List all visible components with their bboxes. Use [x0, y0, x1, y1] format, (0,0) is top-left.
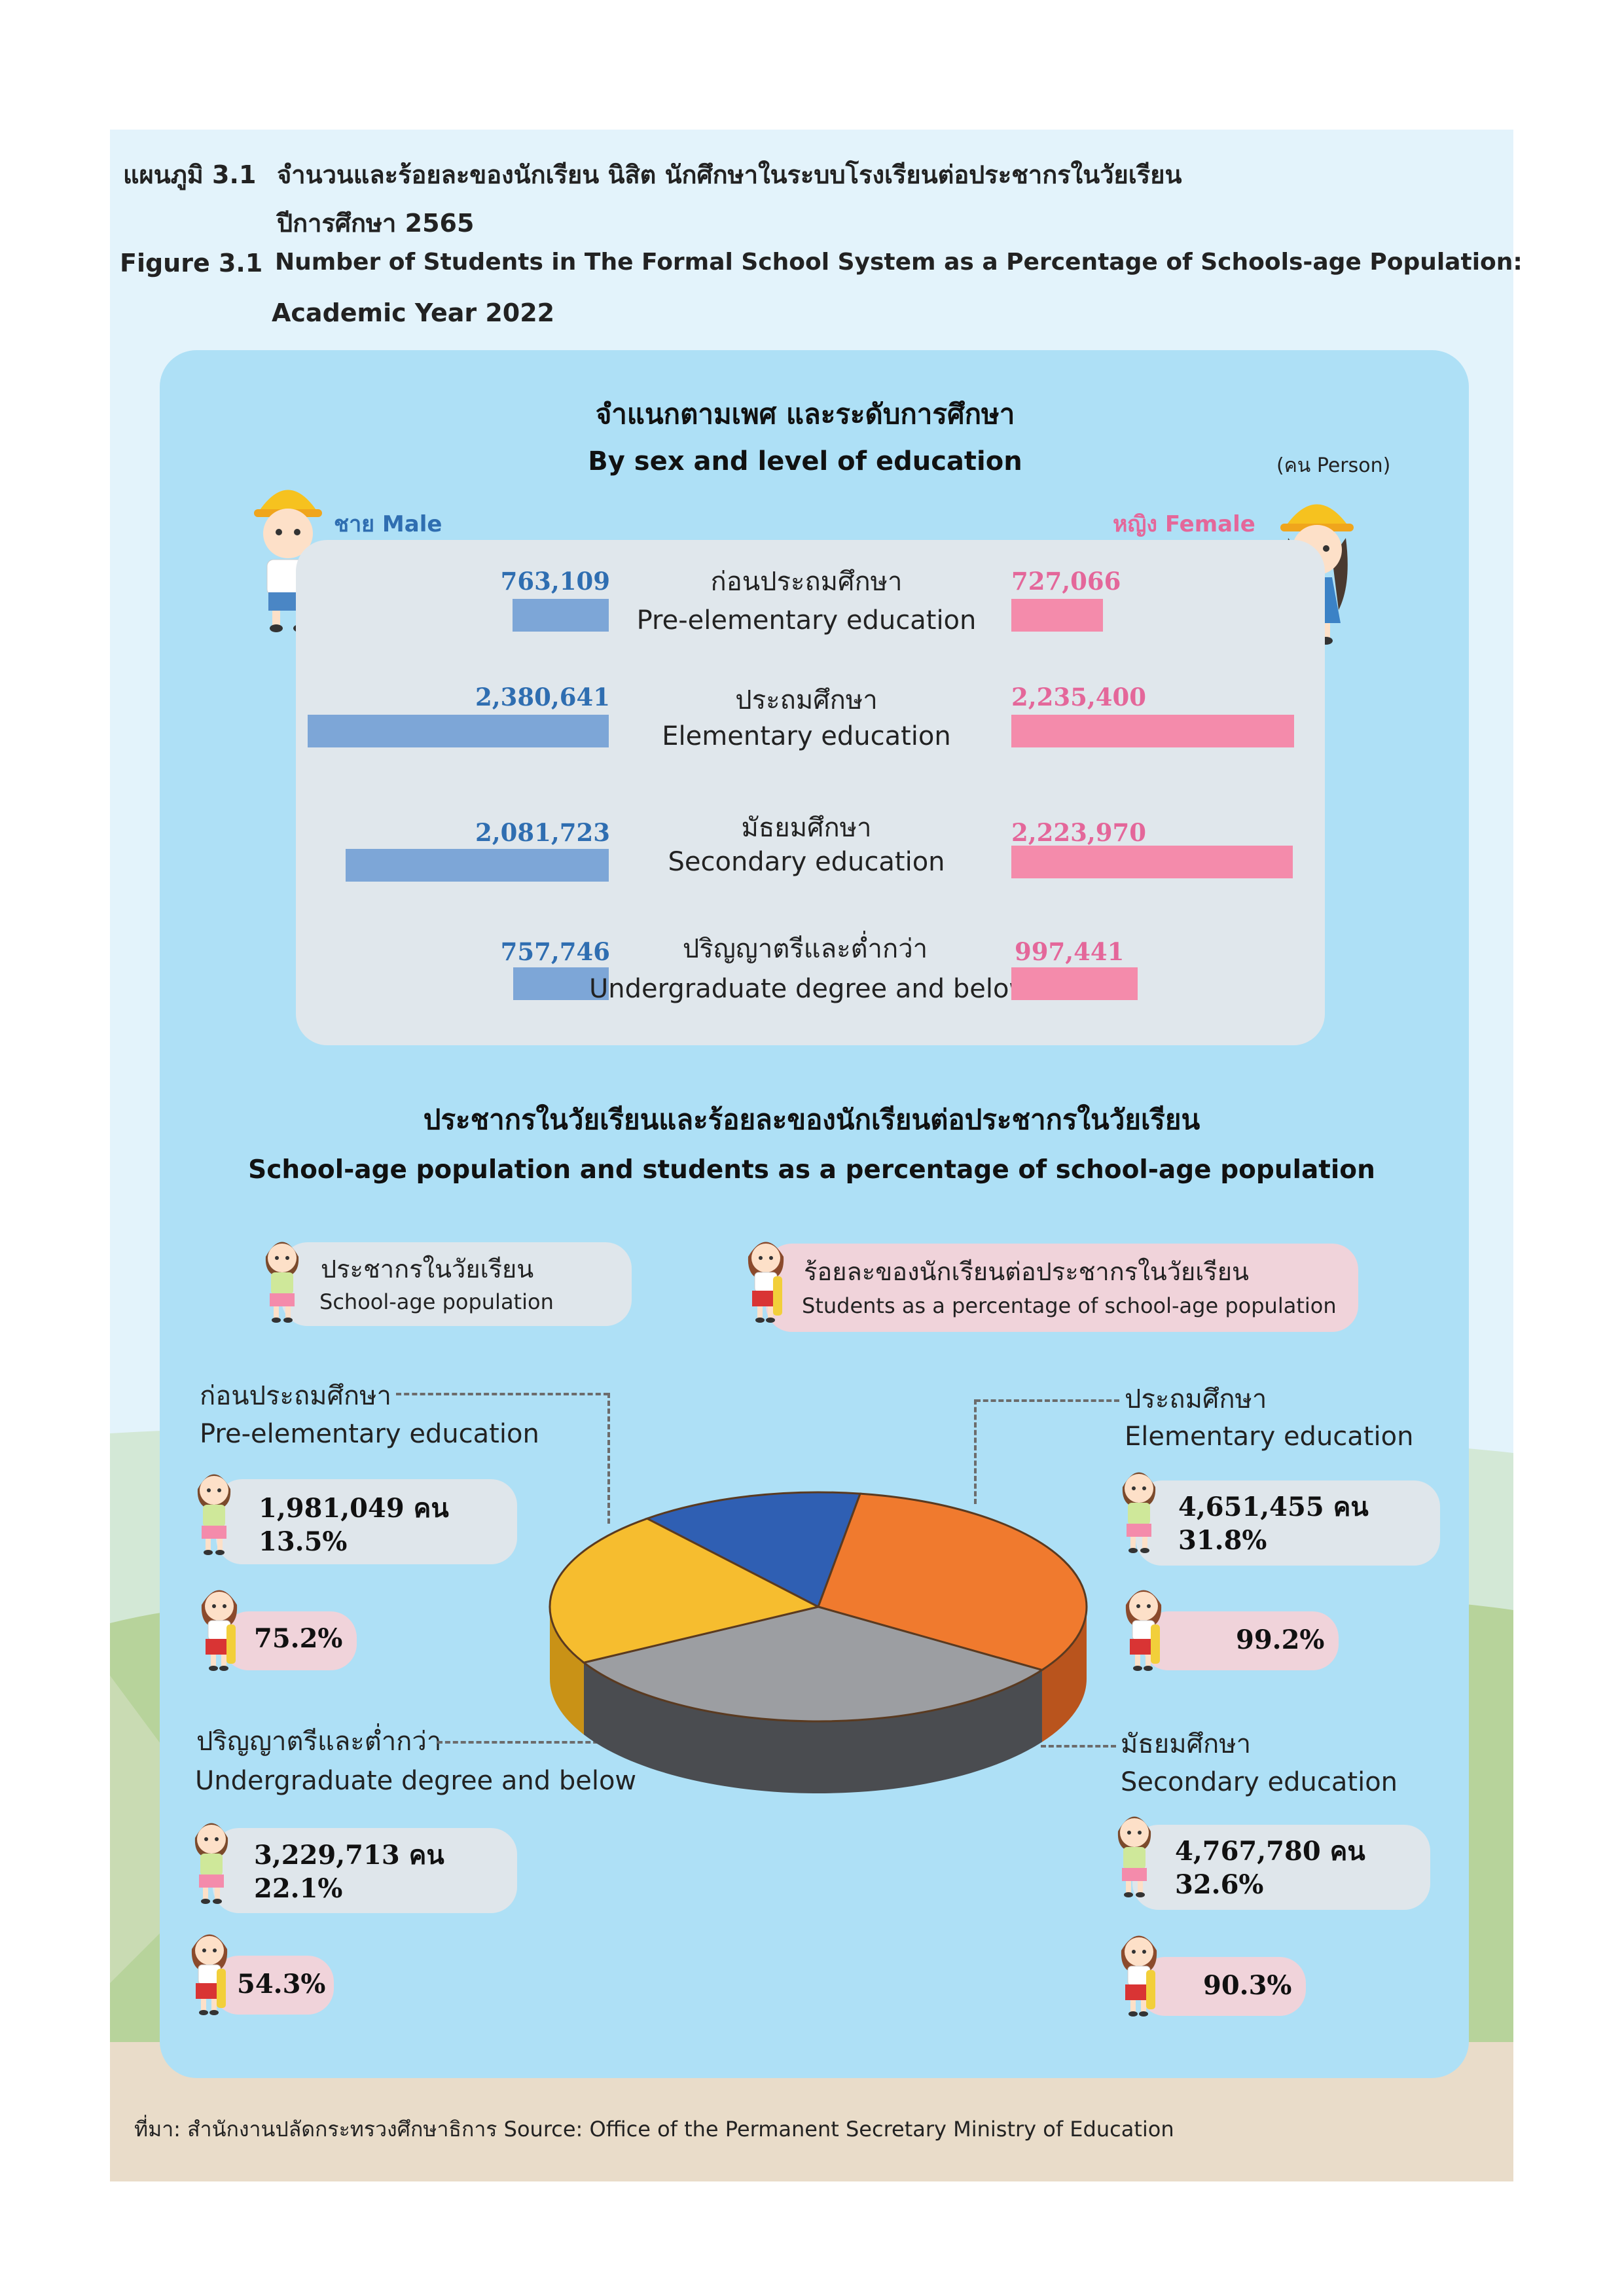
female-bar-pre	[1011, 599, 1103, 632]
student-green-icon	[1122, 1472, 1156, 1553]
header-en-title: Number of Students in The Formal School …	[275, 249, 1523, 276]
female-value-ele: 2,235,400	[1011, 683, 1146, 711]
legend-percentage-th: ร้อยละของนักเรียนต่อประชากรในวัยเรียน	[804, 1257, 1249, 1286]
level-en-sec: Secondary education	[668, 847, 945, 877]
female-label: หญิง Female	[1113, 511, 1255, 537]
header-th-title: จำนวนและร้อยละของนักเรียน นิสิต นักศึกษา…	[277, 160, 1182, 189]
student-red-icon	[201, 1590, 238, 1672]
header-th-prefix: แผนภูมิ 3.1	[123, 160, 257, 189]
male-bar-pre	[513, 599, 609, 632]
section2-title-en: School-age population and students as a …	[248, 1155, 1375, 1185]
pop-pill-pre	[216, 1479, 517, 1564]
pie-side-und	[550, 1607, 584, 1735]
pie-label-en-pre: Pre-elementary education	[200, 1419, 539, 1449]
level-th-ele: ประถมศึกษา	[735, 685, 878, 715]
unit-label: (คน Person)	[1276, 454, 1391, 477]
student-red-icon	[1121, 1935, 1157, 2017]
male-label: ชาย Male	[334, 511, 442, 537]
male-value-pre: 763,109	[500, 567, 610, 596]
leader-line-ele-v	[974, 1399, 977, 1504]
bar-chart-panel	[296, 540, 1325, 1045]
share-value-und: 22.1%	[254, 1873, 343, 1904]
level-en-und: Undergraduate degree and below	[589, 974, 1031, 1004]
pie-label-en-ele: Elementary education	[1125, 1422, 1414, 1452]
pie-slice-ele	[817, 1492, 1088, 1672]
section1-title-en: By sex and level of education	[588, 446, 1022, 476]
legend-percentage-en: Students as a percentage of school-age p…	[802, 1293, 1337, 1318]
pop-pill-sec	[1132, 1825, 1430, 1910]
level-th-pre: ก่อนประถมศึกษา	[710, 567, 903, 597]
leader-line-sec	[1041, 1745, 1116, 1748]
male-value-ele: 2,380,641	[475, 683, 610, 711]
student-green-icon	[265, 1242, 299, 1323]
student-red-icon	[748, 1242, 784, 1323]
pie-label-th-sec: มัธยมศึกษา	[1121, 1729, 1252, 1759]
pop-value-ele: 4,651,455 คน	[1178, 1492, 1369, 1522]
female-value-und: 997,441	[1015, 937, 1125, 966]
pct-value-ele: 99.2%	[1236, 1624, 1325, 1655]
male-bar-und	[513, 967, 609, 1000]
share-value-ele: 31.8%	[1178, 1525, 1267, 1556]
pie-side-sec	[583, 1662, 1042, 1793]
pie-slice-pre	[644, 1491, 862, 1609]
pop-pill-und	[213, 1828, 517, 1913]
level-en-pre: Pre-elementary education	[636, 605, 977, 636]
pct-pill-pre	[223, 1611, 357, 1670]
section2-title-th: ประชากรในวัยเรียนและร้อยละของนักเรียนต่อ…	[423, 1103, 1200, 1136]
student-red-icon	[1125, 1590, 1162, 1672]
student-green-icon	[1117, 1816, 1151, 1897]
legend-population-en: School-age population	[319, 1289, 554, 1314]
female-value-pre: 727,066	[1011, 567, 1121, 596]
pop-value-sec: 4,767,780 คน	[1175, 1836, 1365, 1867]
female-bar-sec	[1011, 846, 1293, 878]
student-red-icon	[191, 1934, 228, 2016]
level-th-und: ปริญญาตรีและต่ำกว่า	[682, 934, 928, 964]
pop-value-pre: 1,981,049 คน	[259, 1493, 449, 1524]
female-bar-und	[1011, 967, 1138, 1000]
male-bar-sec	[346, 849, 609, 882]
male-bar-ele	[308, 715, 609, 747]
pct-pill-und	[213, 1956, 334, 2015]
pie-label-th-und: ปริญญาตรีและต่ำกว่า	[196, 1727, 442, 1757]
pct-value-pre: 75.2%	[254, 1623, 343, 1654]
pie-slice-und	[549, 1517, 821, 1664]
section1-title-th: จำแนกตามเพศ และระดับการศึกษา	[595, 398, 1015, 430]
pop-value-und: 3,229,713 คน	[254, 1840, 444, 1871]
pie-label-en-sec: Secondary education	[1121, 1767, 1398, 1797]
leader-line-ele	[975, 1399, 1119, 1402]
pie-chart	[549, 1491, 1088, 1793]
student-green-icon	[194, 1823, 228, 1904]
legend-population	[281, 1242, 632, 1326]
male-value-sec: 2,081,723	[475, 818, 610, 847]
share-value-sec: 32.6%	[1175, 1869, 1264, 1900]
pct-value-sec: 90.3%	[1203, 1970, 1292, 2001]
legend-percentage	[766, 1244, 1358, 1332]
pie-label-th-ele: ประถมศึกษา	[1125, 1384, 1267, 1414]
pie-label-th-pre: ก่อนประถมศึกษา	[200, 1381, 391, 1411]
pop-pill-ele	[1136, 1480, 1440, 1566]
male-value-und: 757,746	[500, 937, 610, 966]
level-th-sec: มัธยมศึกษา	[741, 813, 872, 843]
header-th-year: ปีการศึกษา 2565	[277, 209, 475, 238]
source-note: ที่มา: สำนักงานปลัดกระทรวงศึกษาธิการ Sou…	[134, 2117, 1174, 2142]
share-value-pre: 13.5%	[259, 1526, 348, 1557]
pct-pill-sec	[1139, 1957, 1306, 2016]
pct-value-und: 54.3%	[237, 1969, 326, 2000]
student-green-icon	[197, 1474, 231, 1555]
pie-label-en-und: Undergraduate degree and below	[195, 1766, 637, 1796]
leader-line-und	[437, 1741, 614, 1744]
female-bar-ele	[1011, 715, 1294, 747]
header-en-prefix: Figure 3.1	[120, 249, 263, 278]
leader-line-pre	[396, 1393, 609, 1395]
level-en-ele: Elementary education	[662, 721, 951, 751]
leader-line-pre-v	[607, 1393, 610, 1524]
header-en-year: Academic Year 2022	[272, 298, 555, 327]
pct-pill-ele	[1142, 1611, 1339, 1670]
female-value-sec: 2,223,970	[1011, 818, 1146, 847]
legend-population-th: ประชากรในวัยเรียน	[321, 1255, 534, 1283]
